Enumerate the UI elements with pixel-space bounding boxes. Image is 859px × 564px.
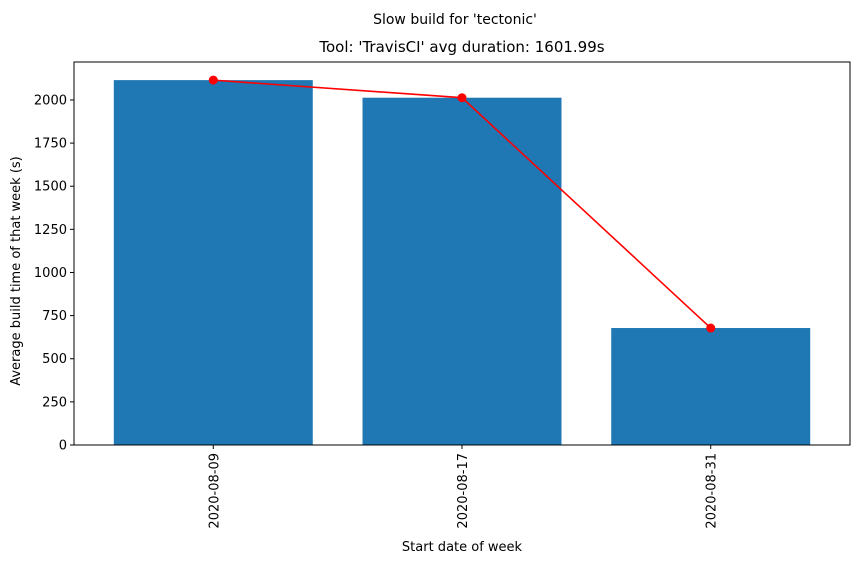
bar-2020-08-17 — [362, 97, 562, 446]
y-tick-label-1750: 1750 — [34, 137, 67, 152]
y-tick-label-0: 0 — [59, 439, 67, 454]
trend-point-2020-08-09 — [208, 75, 218, 85]
trend-point-2020-08-31 — [706, 323, 716, 333]
plot-area: 0 250 500 750 1000 1250 1500 1750 2000 2020-08-09… — [34, 61, 851, 529]
chart-title: Tool: 'TravisCI' avg duration: 1601.99s — [318, 38, 604, 56]
x-tick-label-2020-08-31: 2020-08-31 — [705, 453, 720, 529]
chart-suptitle: Slow build for 'tectonic' — [373, 12, 537, 28]
y-tick-label-1500: 1500 — [34, 180, 67, 195]
trend-point-2020-08-17 — [457, 93, 467, 103]
y-tick-label-250: 250 — [42, 395, 67, 410]
x-tick-label-2020-08-17: 2020-08-17 — [456, 453, 471, 529]
y-tick-label-1250: 1250 — [34, 223, 67, 238]
x-axis-label: Start date of week — [402, 540, 523, 555]
bar-2020-08-31 — [611, 328, 811, 445]
x-tick-label-2020-08-09: 2020-08-09 — [207, 453, 222, 529]
y-tick-label-500: 500 — [42, 352, 67, 367]
bar-2020-08-09 — [113, 80, 313, 445]
y-tick-label-750: 750 — [42, 309, 67, 324]
y-tick-label-1000: 1000 — [34, 266, 67, 281]
y-tick-label-2000: 2000 — [34, 93, 67, 108]
y-axis-label: Average build time of that week (s) — [9, 156, 24, 386]
